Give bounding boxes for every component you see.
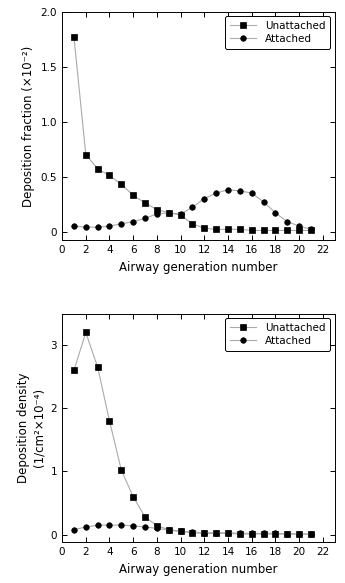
Unattached (119, 466, 124, 473)
Unattached (214, 530, 218, 537)
Attached (107, 223, 111, 230)
Unattached (214, 226, 218, 233)
Unattached (107, 417, 111, 424)
Attached (96, 224, 100, 231)
Unattached (178, 212, 183, 219)
Attached (178, 210, 183, 217)
Attached (167, 209, 171, 216)
Unattached (84, 151, 88, 158)
Attached (131, 218, 135, 225)
Attached (262, 198, 266, 205)
Attached (285, 218, 289, 225)
Attached (84, 524, 88, 531)
Attached (250, 530, 254, 537)
Unattached (202, 530, 206, 537)
Y-axis label: Deposition fraction (×10⁻²): Deposition fraction (×10⁻²) (22, 45, 35, 206)
Attached (285, 531, 289, 538)
Attached (226, 186, 230, 193)
Unattached (155, 522, 159, 529)
Unattached (96, 166, 100, 173)
Unattached (250, 227, 254, 234)
Unattached (143, 199, 147, 206)
Attached (72, 526, 76, 533)
Attached (250, 189, 254, 196)
Unattached (119, 181, 124, 188)
Unattached (238, 226, 242, 233)
Unattached (155, 206, 159, 213)
Line: Attached: Attached (71, 187, 314, 232)
Unattached (107, 172, 111, 179)
Attached (96, 522, 100, 529)
Unattached (131, 493, 135, 500)
Attached (202, 195, 206, 202)
Attached (119, 522, 124, 529)
Attached (107, 522, 111, 529)
Unattached (202, 224, 206, 231)
Attached (190, 529, 195, 536)
Unattached (309, 531, 313, 538)
Legend: Unattached, Attached: Unattached, Attached (225, 318, 331, 351)
Unattached (297, 227, 301, 234)
Attached (226, 529, 230, 536)
X-axis label: Airway generation number: Airway generation number (119, 563, 278, 575)
Unattached (262, 531, 266, 538)
Attached (238, 187, 242, 194)
Attached (143, 524, 147, 531)
Attached (214, 189, 218, 196)
Unattached (131, 192, 135, 199)
Unattached (262, 227, 266, 234)
Legend: Unattached, Attached: Unattached, Attached (225, 16, 331, 50)
Attached (297, 223, 301, 230)
Attached (155, 210, 159, 217)
Attached (214, 529, 218, 536)
Unattached (190, 529, 195, 536)
Attached (309, 531, 313, 538)
Unattached (72, 367, 76, 374)
Unattached (178, 528, 183, 535)
Unattached (273, 531, 277, 538)
Attached (178, 528, 183, 535)
Attached (190, 204, 195, 211)
Unattached (297, 531, 301, 538)
Unattached (143, 514, 147, 521)
Unattached (84, 329, 88, 336)
Attached (167, 526, 171, 533)
Unattached (167, 209, 171, 216)
Unattached (190, 220, 195, 227)
Unattached (72, 33, 76, 40)
Unattached (250, 531, 254, 538)
Y-axis label: Deposition density
(1/cm²×10⁻⁴): Deposition density (1/cm²×10⁻⁴) (17, 373, 45, 483)
Attached (72, 223, 76, 230)
Attached (262, 530, 266, 537)
Line: Attached: Attached (71, 522, 314, 537)
Attached (309, 226, 313, 233)
Unattached (238, 531, 242, 538)
Unattached (309, 227, 313, 234)
Unattached (226, 530, 230, 537)
Attached (273, 209, 277, 216)
Unattached (273, 227, 277, 234)
Attached (238, 530, 242, 537)
Attached (143, 215, 147, 222)
Attached (155, 525, 159, 532)
Attached (119, 220, 124, 227)
Attached (131, 522, 135, 529)
Line: Unattached: Unattached (71, 330, 314, 537)
X-axis label: Airway generation number: Airway generation number (119, 261, 278, 274)
Unattached (226, 226, 230, 233)
Attached (297, 531, 301, 538)
Unattached (96, 364, 100, 371)
Line: Unattached: Unattached (71, 34, 314, 233)
Attached (273, 530, 277, 537)
Attached (84, 224, 88, 231)
Unattached (285, 531, 289, 538)
Unattached (285, 227, 289, 234)
Attached (202, 529, 206, 536)
Unattached (167, 526, 171, 533)
